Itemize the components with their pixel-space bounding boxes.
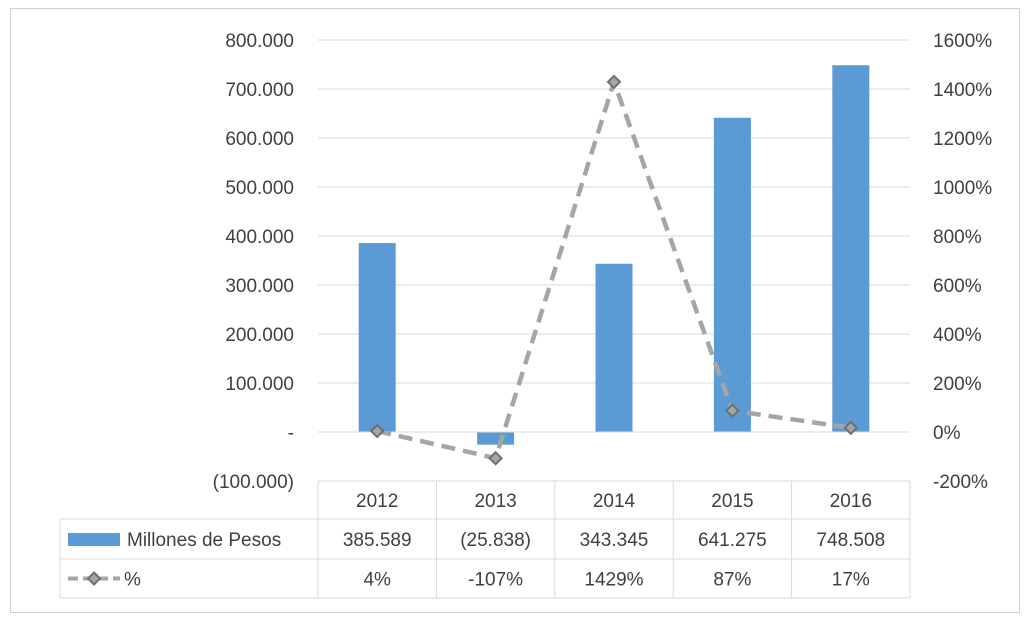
y-right-tick-label: 1000% — [933, 178, 992, 199]
line-point-marker — [488, 450, 504, 466]
table-value-percent: 87% — [713, 570, 751, 591]
y-right-tick-label: 800% — [933, 227, 982, 248]
y-right-tick-label: 1400% — [933, 80, 992, 101]
bar — [832, 65, 870, 432]
x-category-label: 2014 — [593, 491, 636, 512]
legend-label-bar-series: Millones de Pesos — [127, 530, 281, 551]
x-category-label: 2015 — [711, 491, 753, 512]
y-left-tick-label: 300.000 — [225, 276, 294, 297]
table-value-bar: 385.589 — [343, 530, 412, 551]
x-category-label: 2013 — [474, 491, 516, 512]
line-point-marker — [369, 423, 385, 439]
line-point-marker — [606, 74, 622, 90]
y-left-tick-label: 400.000 — [225, 227, 294, 248]
y-left-tick-label: 600.000 — [225, 129, 294, 150]
table-value-bar: (25.838) — [460, 530, 531, 551]
bar — [358, 243, 396, 432]
bar — [477, 432, 515, 445]
legend-label-line-series: % — [124, 570, 141, 591]
x-category-label: 2012 — [356, 491, 398, 512]
legend-key-marker — [86, 571, 102, 586]
legend-key-bar — [68, 533, 120, 546]
table-value-percent: -107% — [468, 570, 523, 591]
y-right-tick-label: 600% — [933, 276, 982, 297]
table-value-percent: 17% — [832, 570, 870, 591]
y-left-tick-label: 100.000 — [225, 374, 294, 395]
y-left-tick-label: - — [288, 423, 294, 444]
y-left-tick-label: 700.000 — [225, 80, 294, 101]
y-right-tick-label: 400% — [933, 325, 982, 346]
y-left-tick-label: 500.000 — [225, 178, 294, 199]
y-left-tick-label: 800.000 — [225, 31, 294, 52]
table-value-bar: 641.275 — [698, 530, 767, 551]
table-value-bar: 748.508 — [816, 530, 885, 551]
y-right-tick-label: 200% — [933, 374, 982, 395]
bar — [713, 117, 751, 432]
line-point-marker — [843, 420, 859, 436]
table-value-bar: 343.345 — [580, 530, 649, 551]
y-right-tick-label: 0% — [933, 423, 961, 444]
y-left-tick-label: 200.000 — [225, 325, 294, 346]
table-value-percent: 4% — [363, 570, 391, 591]
table-value-percent: 1429% — [584, 570, 643, 591]
chart-frame — [10, 8, 1020, 613]
x-category-label: 2016 — [830, 491, 872, 512]
line-point-marker — [724, 403, 740, 419]
y-right-tick-label: -200% — [933, 472, 988, 493]
bar — [595, 263, 633, 432]
y-left-tick-label: (100.000) — [213, 472, 294, 493]
y-right-tick-label: 1200% — [933, 129, 992, 150]
y-right-tick-label: 1600% — [933, 31, 992, 52]
